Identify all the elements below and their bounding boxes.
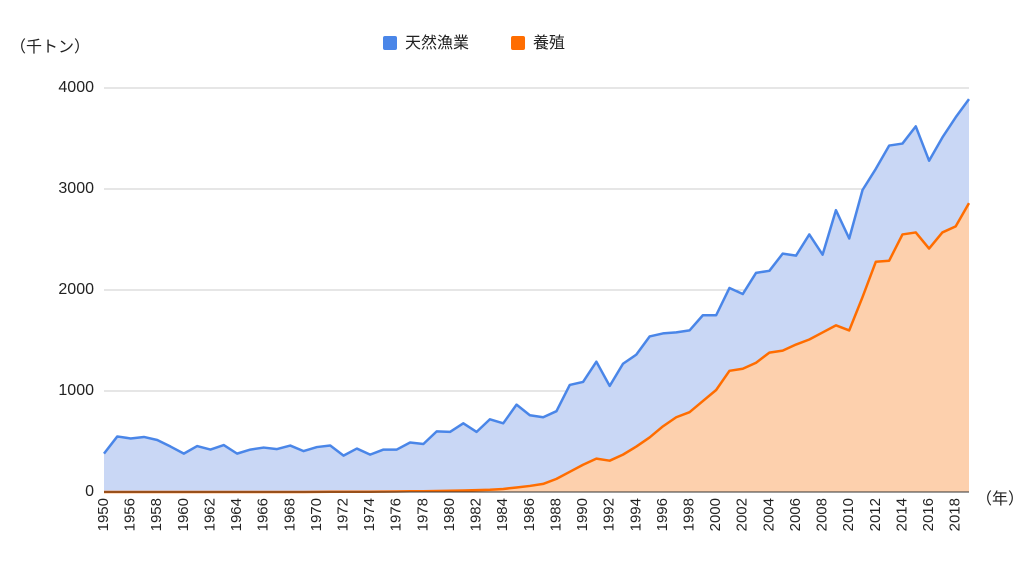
x-tick-label: 1994 bbox=[627, 498, 644, 531]
x-tick-label: 1988 bbox=[547, 498, 564, 531]
y-tick-label: 4000 bbox=[58, 79, 94, 96]
x-tick-label: 1976 bbox=[388, 498, 405, 531]
x-tick-label: 1956 bbox=[122, 498, 139, 531]
legend-swatch bbox=[383, 36, 397, 50]
x-tick-label: 1978 bbox=[414, 498, 431, 531]
y-tick-label: 0 bbox=[85, 483, 94, 500]
x-tick-label: 1998 bbox=[681, 498, 698, 531]
x-tick-label: 1966 bbox=[255, 498, 272, 531]
x-tick-label: 1980 bbox=[441, 498, 458, 531]
area-fill bbox=[104, 203, 969, 492]
x-tick-label: 1972 bbox=[335, 498, 352, 531]
x-tick-label: 1964 bbox=[228, 498, 245, 531]
x-tick-label: 1958 bbox=[148, 498, 165, 531]
x-tick-label: 1950 bbox=[95, 498, 112, 531]
series-line bbox=[103, 98, 971, 457]
legend-label: 天然漁業 bbox=[405, 34, 469, 52]
legend-swatch bbox=[511, 36, 526, 50]
x-tick-label: 2016 bbox=[920, 498, 937, 531]
x-tick-label: 1970 bbox=[308, 498, 325, 531]
x-tick-label: 2006 bbox=[787, 498, 804, 531]
x-tick-label: 2000 bbox=[707, 498, 724, 531]
y-tick-label: 2000 bbox=[58, 281, 94, 298]
y-axis-label: （千トン） bbox=[10, 38, 90, 56]
x-tick-label: 1990 bbox=[574, 498, 591, 531]
x-tick-label: 1996 bbox=[654, 498, 671, 531]
x-tick-label: 2010 bbox=[840, 498, 857, 531]
legend-label: 養殖 bbox=[533, 34, 565, 52]
x-axis-label: （年） bbox=[976, 490, 1024, 508]
x-tick-label: 1992 bbox=[601, 498, 618, 531]
area-fill bbox=[104, 99, 969, 493]
x-tick-label: 1968 bbox=[281, 498, 298, 531]
x-tick-label: 1984 bbox=[494, 498, 511, 531]
x-tick-label: 2018 bbox=[947, 498, 964, 531]
x-tick-label: 1962 bbox=[201, 498, 218, 531]
x-tick-label: 1982 bbox=[468, 498, 485, 531]
x-tick-label: 2012 bbox=[867, 498, 884, 531]
x-tick-label: 2002 bbox=[734, 498, 751, 531]
x-tick-label: 1986 bbox=[521, 498, 538, 531]
x-tick-label: 1974 bbox=[361, 498, 378, 531]
x-tick-label: 2008 bbox=[814, 498, 831, 531]
y-tick-label: 1000 bbox=[58, 382, 94, 399]
x-tick-label: 2014 bbox=[893, 498, 910, 531]
y-tick-label: 3000 bbox=[58, 180, 94, 197]
x-tick-label: 2004 bbox=[760, 498, 777, 531]
x-tick-label: 1960 bbox=[175, 498, 192, 531]
